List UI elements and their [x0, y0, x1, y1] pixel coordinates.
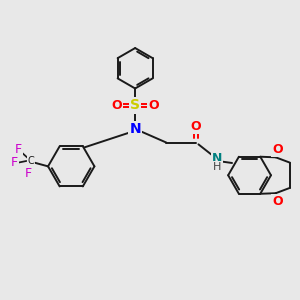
Text: F: F: [24, 167, 32, 180]
Text: O: O: [148, 99, 159, 112]
Text: F: F: [11, 156, 18, 169]
Text: O: O: [111, 99, 122, 112]
Text: S: S: [130, 98, 140, 112]
Text: O: O: [272, 195, 283, 208]
Text: C: C: [27, 156, 34, 166]
Text: N: N: [129, 122, 141, 136]
Text: H: H: [213, 162, 222, 172]
Text: N: N: [212, 152, 222, 165]
Text: O: O: [191, 120, 201, 133]
Text: F: F: [15, 143, 22, 156]
Text: O: O: [272, 142, 283, 155]
